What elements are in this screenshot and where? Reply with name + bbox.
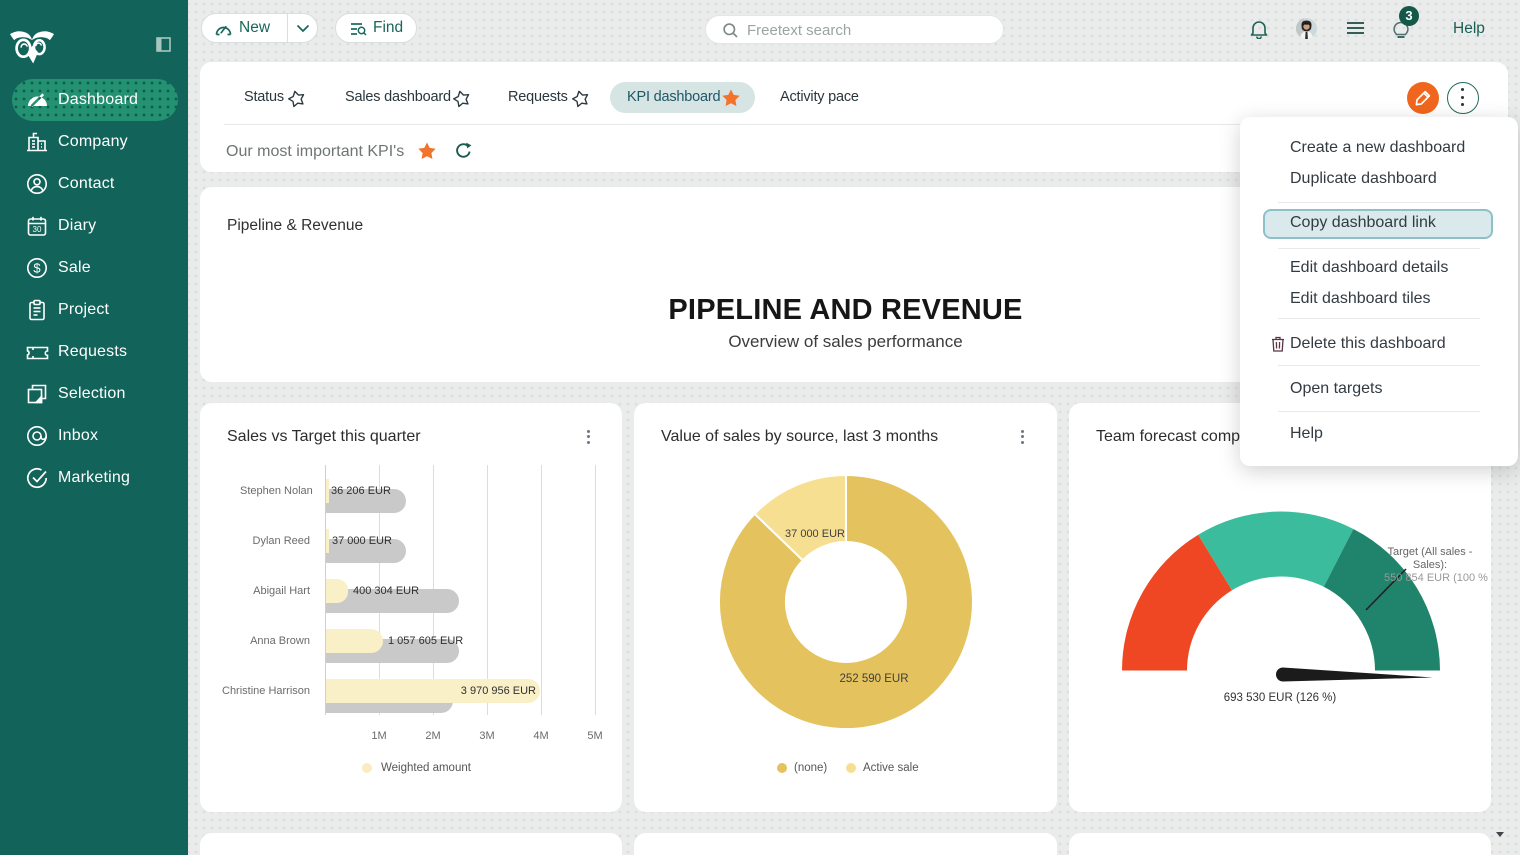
svg-text:550 854 EUR (100 %: 550 854 EUR (100 % bbox=[1384, 572, 1488, 584]
svg-text:693 530 EUR (126 %): 693 530 EUR (126 %) bbox=[1224, 692, 1337, 704]
svg-text:37 000 EUR: 37 000 EUR bbox=[785, 528, 845, 540]
svg-text:252 590 EUR: 252 590 EUR bbox=[839, 673, 908, 685]
svg-text:$: $ bbox=[33, 260, 41, 275]
svg-text:30: 30 bbox=[33, 225, 42, 234]
svg-text:Sales):: Sales): bbox=[1413, 559, 1447, 571]
svg-text:Target (All sales -: Target (All sales - bbox=[1388, 546, 1473, 558]
